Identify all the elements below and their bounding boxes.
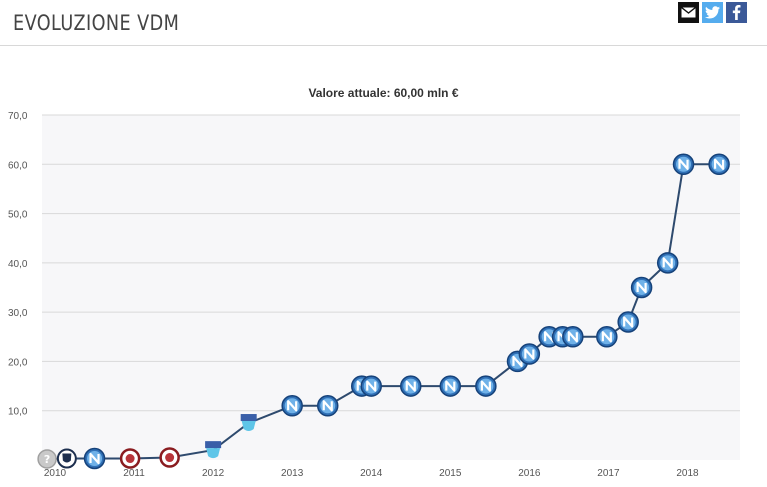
data-point-napoli[interactable] — [360, 375, 382, 397]
data-points: ? — [37, 153, 730, 470]
y-tick-label: 30,0 — [8, 308, 28, 319]
email-share-button[interactable] — [678, 2, 699, 23]
section-title: EVOLUZIONE VDM — [13, 11, 180, 35]
data-point-napoli[interactable] — [439, 375, 462, 397]
data-point-napoli[interactable] — [317, 395, 339, 417]
y-tick-label: 10,0 — [8, 407, 28, 418]
data-point-napoli[interactable] — [518, 343, 541, 365]
data-point-napoli[interactable] — [656, 252, 679, 274]
data-point-napoli[interactable] — [400, 375, 422, 397]
data-point-shield-dark[interactable] — [56, 448, 77, 469]
data-point-unknown[interactable]: ? — [37, 449, 57, 469]
data-point-napoli[interactable] — [672, 153, 695, 176]
share-buttons — [678, 2, 747, 23]
x-tick-label: 2015 — [439, 468, 462, 479]
mail-icon — [681, 7, 696, 18]
chart-title: Valore attuale: 60,00 mln € — [308, 86, 459, 100]
facebook-icon — [732, 5, 741, 20]
x-axis-labels: 2010 2011 2012 2013 2014 2015 2016 2017 2018 — [44, 468, 699, 479]
y-tick-label: 40,0 — [8, 259, 28, 270]
x-tick-label: 2017 — [597, 468, 620, 479]
x-tick-label: 2012 — [202, 468, 225, 479]
y-tick-label: 60,0 — [8, 160, 28, 171]
data-point-pescara[interactable] — [240, 414, 257, 432]
x-tick-label: 2018 — [676, 468, 699, 479]
x-tick-label: 2014 — [360, 468, 383, 479]
data-point-napoli[interactable] — [562, 326, 584, 348]
y-tick-label: 50,0 — [8, 210, 28, 221]
twitter-icon — [705, 6, 720, 19]
y-tick-label: 70,0 — [8, 111, 28, 122]
facebook-share-button[interactable] — [726, 2, 747, 23]
data-point-red-crest[interactable] — [119, 448, 141, 469]
x-tick-label: 2011 — [123, 468, 145, 479]
data-point-napoli[interactable] — [475, 375, 497, 397]
data-point-napoli[interactable] — [83, 447, 106, 470]
x-tick-label: 2010 — [44, 468, 67, 479]
data-point-pescara[interactable] — [205, 441, 222, 459]
page-header: EVOLUZIONE VDM — [0, 0, 767, 46]
data-point-napoli[interactable] — [617, 311, 639, 333]
data-point-napoli[interactable] — [630, 276, 653, 299]
data-point-napoli[interactable] — [708, 153, 730, 176]
twitter-share-button[interactable] — [702, 2, 723, 23]
data-point-napoli[interactable] — [596, 326, 618, 348]
data-point-red-crest[interactable] — [159, 447, 180, 468]
x-tick-label: 2013 — [281, 468, 304, 479]
grid-lines — [42, 114, 740, 412]
y-tick-label: 20,0 — [8, 357, 28, 368]
x-tick-label: 2016 — [518, 468, 541, 479]
data-point-napoli[interactable] — [281, 395, 303, 417]
plot-area — [42, 115, 740, 460]
y-axis-labels: 10,0 20,0 30,0 40,0 50,0 60,0 70,0 — [8, 111, 28, 418]
svg-text:?: ? — [44, 453, 50, 466]
